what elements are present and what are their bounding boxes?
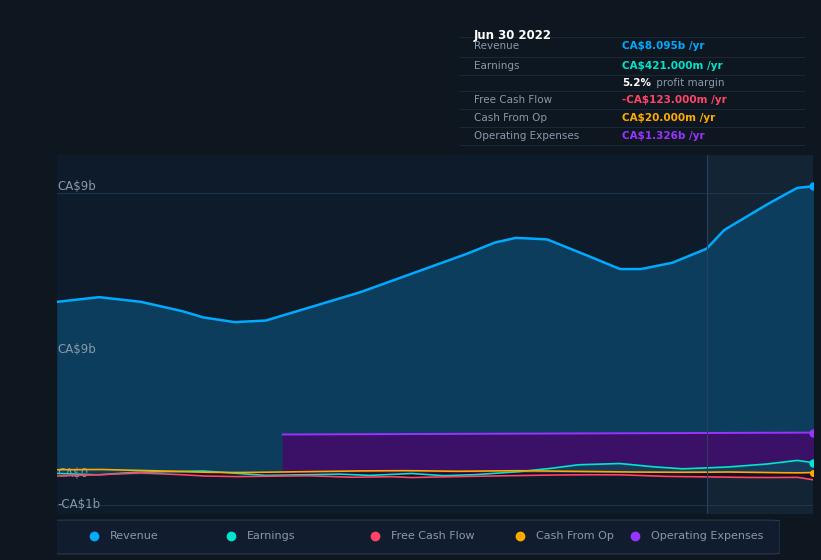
Text: -CA$1b: -CA$1b — [57, 498, 101, 511]
Text: CA$9b: CA$9b — [57, 180, 96, 193]
Text: Operating Expenses: Operating Expenses — [651, 531, 764, 541]
Bar — [707, 155, 821, 514]
Text: Free Cash Flow: Free Cash Flow — [474, 95, 552, 105]
Text: Cash From Op: Cash From Op — [474, 113, 547, 123]
Text: Earnings: Earnings — [247, 531, 296, 541]
Text: Cash From Op: Cash From Op — [536, 531, 613, 541]
Text: CA$0: CA$0 — [57, 467, 89, 480]
FancyBboxPatch shape — [50, 520, 780, 554]
Text: Earnings: Earnings — [474, 61, 520, 71]
Text: Free Cash Flow: Free Cash Flow — [392, 531, 475, 541]
Text: CA$421.000m /yr: CA$421.000m /yr — [622, 61, 722, 71]
Text: Operating Expenses: Operating Expenses — [474, 131, 579, 141]
Text: CA$8.095b /yr: CA$8.095b /yr — [622, 41, 704, 51]
Text: 5.2%: 5.2% — [622, 78, 651, 88]
Text: Jun 30 2022: Jun 30 2022 — [474, 29, 552, 42]
Text: CA$1.326b /yr: CA$1.326b /yr — [622, 131, 704, 141]
Text: CA$20.000m /yr: CA$20.000m /yr — [622, 113, 715, 123]
Text: Revenue: Revenue — [474, 41, 519, 51]
Text: profit margin: profit margin — [654, 78, 725, 88]
Text: Revenue: Revenue — [109, 531, 158, 541]
Text: CA$9b: CA$9b — [57, 343, 96, 356]
Text: -CA$123.000m /yr: -CA$123.000m /yr — [622, 95, 727, 105]
